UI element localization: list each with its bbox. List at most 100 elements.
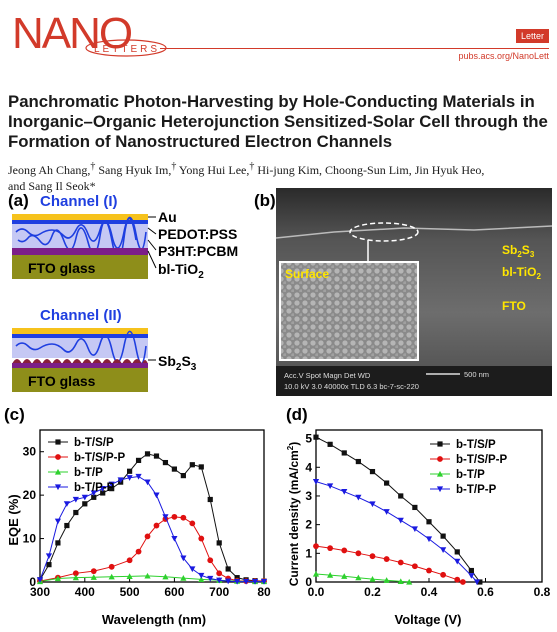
article-title: Panchromatic Photon-Harvesting by Hole-C… (8, 92, 548, 151)
data-point (454, 558, 461, 565)
legend-entry: b-T/S/P-P (456, 454, 507, 466)
data-point (341, 547, 348, 554)
legend-entry: b-T/P (74, 467, 103, 479)
x-tick-label: 600 (164, 585, 184, 599)
legend-entry: b-T/S/P-P (74, 452, 125, 464)
y-tick-label: 3 (305, 489, 312, 503)
data-point (341, 450, 347, 456)
data-point (126, 573, 133, 579)
sem-info-line2: 10.0 kV 3.0 40000x TLD 6.3 bc-7-sc-220 (284, 382, 419, 391)
legend-marker (437, 441, 443, 447)
data-point (313, 434, 319, 440)
x-tick-label: 0.2 (364, 585, 381, 599)
data-point (454, 576, 461, 583)
legend-entry: b-T/S/P (456, 439, 496, 451)
data-point (398, 493, 404, 499)
author[interactable]: Jeong Ah Chang, (8, 163, 91, 177)
data-point (126, 475, 133, 481)
fto-layer (12, 255, 148, 279)
legend-marker (437, 456, 443, 462)
data-point (162, 459, 169, 466)
author[interactable]: Hi-jung Kim, Choong-Sun Lim, Jin Hyuk He… (257, 163, 485, 177)
panel-c-label: (c) (4, 405, 25, 424)
data-point (355, 458, 361, 465)
author-list: Jeong Ah Chang,† Sang Hyuk Im,† Yong Hui… (8, 159, 553, 194)
data-point (189, 462, 195, 468)
data-point (108, 481, 115, 488)
data-point (355, 494, 362, 501)
data-point (55, 540, 61, 546)
data-point (180, 473, 186, 479)
data-point (397, 578, 404, 585)
data-point (216, 570, 223, 577)
y-tick-label: 10 (23, 532, 37, 546)
fto-layer (12, 368, 148, 392)
data-point (234, 578, 241, 585)
panel-d-label: (d) (286, 405, 308, 424)
data-point (91, 494, 97, 500)
chart-c-ylabel: EQE (%) (6, 494, 21, 545)
data-point (72, 574, 79, 581)
legend-marker (436, 470, 444, 477)
data-point (109, 486, 115, 492)
data-point (207, 496, 213, 503)
sem-surface-edge (275, 225, 552, 239)
data-point (189, 520, 196, 527)
y-tick-label: 20 (23, 488, 37, 502)
data-point (117, 477, 124, 484)
journal-url[interactable]: pubs.acs.org/NanoLett (458, 51, 549, 61)
legend-marker (54, 484, 62, 491)
logo-text: NANO (12, 9, 132, 58)
data-point (440, 547, 447, 553)
data-point (90, 490, 97, 497)
sem-tio2-label: bl-TiO2 (502, 265, 541, 281)
x-tick-label: 80 (257, 585, 271, 599)
channel-2-title: Channel (II) (40, 307, 122, 324)
fto-label: FTO glass (28, 260, 96, 276)
author[interactable]: and Sang Il Seok* (8, 179, 96, 193)
x-tick-label: 0.0 (308, 585, 325, 599)
data-point (454, 549, 460, 555)
legend-marker (55, 454, 61, 460)
data-point (54, 518, 62, 525)
data-point (135, 548, 142, 555)
journal-logo: NANO LETTERS (12, 9, 167, 58)
data-point (383, 556, 390, 562)
data-point (90, 574, 97, 580)
leader-line (147, 250, 157, 269)
y-tick-label: 5 (305, 432, 312, 446)
data-point (425, 536, 433, 543)
leader-line (147, 239, 157, 251)
legend-entry: b-T/P-P (456, 484, 497, 496)
y-tick-label: 1 (305, 546, 312, 560)
data-point (242, 578, 250, 585)
legend-marker (55, 439, 61, 445)
data-point (383, 509, 390, 515)
data-point (198, 464, 204, 470)
author[interactable]: Sang Hyuk Im, (98, 163, 172, 177)
data-point (412, 504, 418, 511)
polymer-chain (15, 330, 147, 365)
series-line (315, 481, 478, 583)
leader-line (147, 227, 157, 235)
data-point (162, 514, 169, 520)
panel-a-label: (a) (8, 191, 29, 210)
data-point (225, 566, 231, 572)
panel-b-sem-image: (b) Surface Sb2S3 bl-TiO2 FTO Acc.V Spot… (254, 188, 552, 396)
logo-subtext: LETTERS (94, 44, 160, 55)
data-point (144, 479, 151, 486)
pedot-label: PEDOT:PSS (158, 226, 237, 242)
data-point (162, 573, 169, 580)
data-point (440, 533, 446, 539)
data-point (180, 555, 187, 562)
data-point (216, 540, 222, 546)
data-point (36, 577, 44, 583)
author[interactable]: Yong Hui Lee, (178, 163, 250, 177)
data-point (144, 451, 151, 457)
data-point (411, 563, 418, 570)
tio2-label: bl-TiO2 (158, 261, 204, 281)
data-point (100, 490, 106, 496)
sb2s3-label: Sb2S3 (158, 353, 197, 373)
data-point (135, 457, 142, 463)
panel-a-device-schematic: (a) Channel (I) FTO glass Au PEDOT:PSS P… (8, 191, 238, 392)
